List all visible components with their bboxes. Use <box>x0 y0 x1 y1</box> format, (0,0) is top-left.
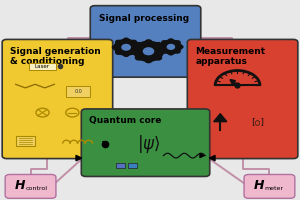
Circle shape <box>167 45 175 49</box>
Circle shape <box>160 40 182 54</box>
Text: H: H <box>254 179 264 192</box>
Circle shape <box>162 41 167 44</box>
Circle shape <box>176 50 180 53</box>
Circle shape <box>135 43 142 47</box>
Circle shape <box>131 49 138 53</box>
FancyBboxPatch shape <box>90 6 201 77</box>
Polygon shape <box>214 114 227 122</box>
Circle shape <box>123 53 129 56</box>
FancyBboxPatch shape <box>5 174 56 198</box>
Circle shape <box>134 41 164 61</box>
Circle shape <box>134 46 140 49</box>
Circle shape <box>145 58 152 63</box>
FancyBboxPatch shape <box>244 174 295 198</box>
Text: Quantum core: Quantum core <box>89 116 162 125</box>
Bar <box>16 136 35 146</box>
Circle shape <box>122 45 130 50</box>
FancyBboxPatch shape <box>2 39 113 159</box>
Text: Measurement
apparatus: Measurement apparatus <box>195 47 266 66</box>
FancyBboxPatch shape <box>29 63 56 70</box>
Circle shape <box>131 40 136 44</box>
Circle shape <box>169 52 173 55</box>
Circle shape <box>123 38 129 42</box>
Text: H: H <box>15 179 26 192</box>
Bar <box>128 163 137 168</box>
Circle shape <box>114 39 138 55</box>
Text: Signal generation
& conditioning: Signal generation & conditioning <box>10 47 101 66</box>
FancyBboxPatch shape <box>81 109 210 176</box>
Circle shape <box>135 55 142 60</box>
Text: [○]: [○] <box>250 117 265 126</box>
Circle shape <box>169 39 173 42</box>
Circle shape <box>112 46 118 49</box>
Circle shape <box>155 43 162 47</box>
Circle shape <box>116 40 121 44</box>
Text: Signal processing: Signal processing <box>99 14 189 23</box>
Text: control: control <box>25 186 47 191</box>
Circle shape <box>159 45 164 48</box>
Text: $|\psi\rangle$: $|\psi\rangle$ <box>137 133 160 155</box>
Circle shape <box>145 40 152 44</box>
FancyBboxPatch shape <box>66 86 90 97</box>
Circle shape <box>131 51 136 54</box>
Bar <box>116 163 125 168</box>
Circle shape <box>162 50 167 53</box>
Circle shape <box>155 55 162 60</box>
Circle shape <box>178 45 183 48</box>
Circle shape <box>176 41 180 44</box>
Text: Laser: Laser <box>35 64 50 69</box>
Text: meter: meter <box>264 186 283 191</box>
Text: 0.0: 0.0 <box>74 89 82 94</box>
FancyBboxPatch shape <box>187 39 298 159</box>
Circle shape <box>143 48 154 55</box>
Circle shape <box>116 51 121 54</box>
Circle shape <box>159 49 166 53</box>
